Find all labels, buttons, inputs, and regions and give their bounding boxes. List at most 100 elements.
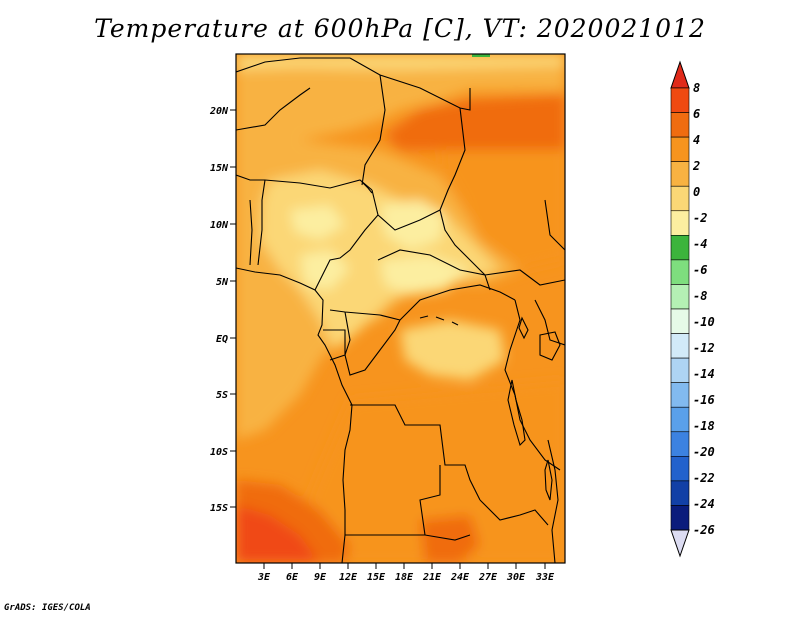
colorbar-bin [670,333,690,359]
lake-victoria [539,331,561,361]
ethiopia-border [544,199,565,251]
colorbar-label: -26 [693,523,715,537]
colorbar-bin [670,112,690,138]
colorbar-bin [670,406,690,433]
colorbar-label: -10 [693,315,715,329]
lon-label-30e: 30E [506,572,526,583]
coast-inlet-1 [361,181,373,194]
colorbar-label: 0 [693,185,700,199]
zambia-border [479,499,549,526]
lat-label-15s: 15S [210,503,228,514]
temperature-field [236,54,565,563]
lat-label-10n: 10N [210,220,229,231]
gabon-border [323,329,346,361]
cameroon-south-border [329,309,401,321]
burkina-border [236,174,265,181]
malawi-border [547,439,559,563]
field-pale-yellow-4 [290,205,345,240]
car-border [377,209,491,291]
lon-label-15e: 15E [367,572,386,583]
lon-label-12e: 12E [339,572,358,583]
colorbar-bin [670,161,690,187]
congo-border [344,311,401,376]
lake-tanganyika [507,379,526,447]
lat-label-10s: 10S [210,447,228,458]
colorbar-label: -12 [693,341,715,355]
country-borders [236,57,565,563]
colorbar-top-triangle [670,60,690,89]
colorbar-label: -18 [693,419,715,433]
colorbar-bin [670,284,690,310]
lat-label-5s: 5S [216,390,228,401]
mali-niger-border [236,87,311,131]
lon-label-9e: 9E [314,572,327,583]
colorbar-bin [670,259,690,285]
lake-kivu-dashes [419,315,459,326]
lon-label-18e: 18E [395,572,414,583]
colorbar-label: 4 [693,133,700,147]
colorbar-label: 2 [692,159,700,173]
colorbar-bin [670,456,690,482]
field-warm-east-pale [440,150,565,270]
lon-label-33e: 33E [535,572,555,583]
colorbar-bin [670,235,690,261]
lon-label-6e: 6E [286,572,299,583]
colorbar-label: -16 [693,393,715,407]
colorbar-bin [670,87,690,113]
colorbar-label: -6 [693,263,707,277]
field-pale-north [236,54,565,160]
colorbar-label: -22 [693,471,715,485]
latitude-axis: 20N 15N 10N 5N EQ 5S 10S 15S [209,106,236,514]
chart-title: Temperature at 600hPa [C], VT: 202002101… [94,14,706,43]
lon-label-3e: 3E [257,572,271,583]
sudan-south-border [484,269,565,286]
colorbar-bin [670,308,690,334]
field-pale-yellow-2 [380,255,470,295]
colorbar-bin [670,357,690,383]
libya-chad-border [349,57,471,111]
colorbar-bin [670,382,690,408]
grads-credit: GrADS: IGES/COLA [4,603,91,613]
colorbar-bin [670,136,690,162]
coastline-west-africa [236,267,353,563]
colorbar-label: -24 [693,497,715,511]
lon-label-27e: 27E [478,572,498,583]
map-frame [235,53,566,564]
colorbar-bin [670,505,690,531]
colorbar-labels: 8 6 4 2 0 -2 -4 -6 -8 -10 -12 -14 -16 -18 -20 -22 -24 -26 [692,81,715,537]
colorbar-bin [670,431,690,457]
colorbar-bin [670,480,690,506]
colorbar-bins [670,87,690,531]
field-pale-yellow-1 [380,200,445,250]
uganda-kenya-border [534,299,565,346]
longitude-axis: 3E 6E 9E 12E 15E 18E 21E 24E 27E 30E 33E [257,563,555,583]
lat-label-15n: 15N [210,163,229,174]
colorbar-bin [670,185,690,212]
algeria-niger-border [236,57,350,73]
lon-label-24e: 24E [450,572,470,583]
drc-angola-border [350,404,481,501]
lat-label-20n: 20N [209,106,229,117]
drc-north-border [399,284,516,321]
lake-malawi [544,459,553,501]
field-yellow-east [400,320,505,380]
colorbar-label: -4 [693,237,707,251]
niger-chad-border [361,74,386,186]
colorbar-label: 8 [693,81,700,95]
colorbar-bin [670,210,690,236]
colorbar-label: -2 [693,211,707,225]
angola-zambia-border [419,465,441,536]
lat-label-5n: 5N [216,277,229,288]
colorbar-label: -20 [693,445,715,459]
lake-albert [518,316,529,340]
namibia-border [345,534,471,541]
togo-border [249,199,253,266]
lon-label-21e: 21E [422,572,442,583]
colorbar-label: -14 [693,367,715,381]
colorbar: 8 6 4 2 0 -2 -4 -6 -8 -10 -12 -14 -16 -18 -20 -22 -24 -26 [670,60,715,558]
field-warm-south [300,380,565,563]
benin-border [257,179,266,266]
colorbar-label: 6 [693,107,700,121]
lat-label-eq: EQ [216,334,228,345]
